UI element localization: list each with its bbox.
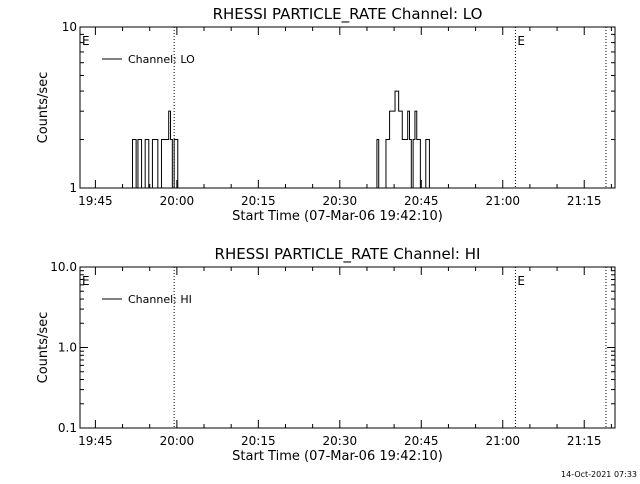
x-tick-label: 20:45: [404, 434, 439, 448]
y-axis-label: Counts/sec: [36, 72, 51, 144]
plot-frame: [79, 266, 616, 429]
y-tick-label: 10.0: [50, 260, 77, 274]
series-line-segment: [373, 90, 435, 189]
x-tick-label: 19:45: [78, 434, 113, 448]
x-tick-label: 20:15: [241, 434, 276, 448]
y-tick-label: 0.1: [58, 421, 77, 435]
x-tick-label: 20:30: [323, 194, 358, 208]
x-tick-label: 20:30: [323, 434, 358, 448]
annotation-label: E: [82, 274, 90, 288]
x-tick-label: 20:45: [404, 194, 439, 208]
x-tick-label: 21:00: [485, 434, 520, 448]
series-line-segment: [130, 110, 186, 189]
x-tick-label: 20:00: [160, 434, 195, 448]
y-axis-label: Counts/sec: [36, 312, 51, 384]
legend-entry: Channel: HI: [128, 293, 192, 306]
legend-entry: Channel: LO: [128, 53, 195, 66]
y-tick-label: 1.0: [58, 341, 77, 355]
y-tick-label: 1: [69, 181, 77, 195]
annotation-label: E: [82, 34, 90, 48]
chart-title: RHESSI PARTICLE_RATE Channel: HI: [215, 245, 481, 264]
chart-title: RHESSI PARTICLE_RATE Channel: LO: [213, 5, 483, 24]
x-axis-label: Start Time (07-Mar-06 19:42:10): [232, 449, 443, 464]
annotation-label: E: [517, 34, 525, 48]
x-tick-label: 19:45: [78, 194, 113, 208]
annotation-label: E: [517, 274, 525, 288]
x-tick-label: 20:15: [241, 194, 276, 208]
y-tick-label: 10: [62, 20, 77, 34]
x-tick-label: 21:00: [485, 194, 520, 208]
x-tick-label: 21:15: [567, 434, 602, 448]
x-tick-label: 20:00: [160, 194, 195, 208]
footer-timestamp: 14-Oct-2021 07:33: [561, 470, 637, 479]
plot-frame: [79, 26, 616, 189]
x-axis-label: Start Time (07-Mar-06 19:42:10): [232, 209, 443, 224]
x-tick-label: 21:15: [567, 194, 602, 208]
